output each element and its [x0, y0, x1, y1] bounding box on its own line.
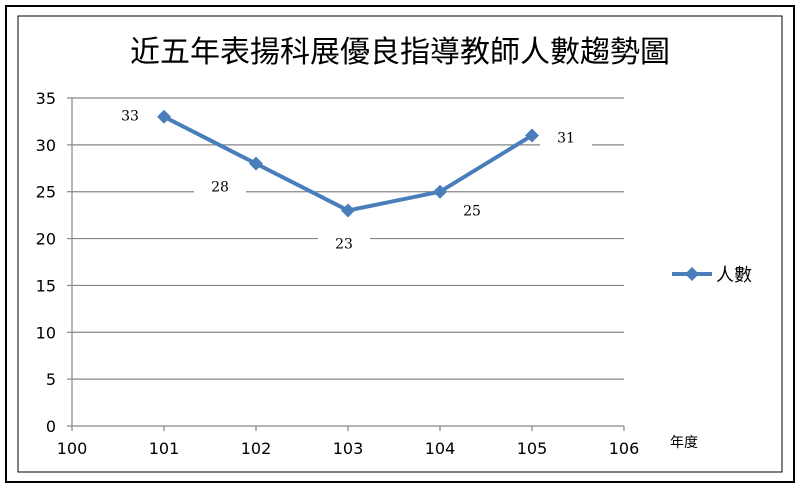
data-point-103 — [341, 203, 355, 218]
x-tick-label-105: 105 — [517, 439, 548, 458]
data-point-104 — [433, 184, 447, 199]
x-tick-label-106: 106 — [609, 439, 640, 458]
legend: 人數 — [672, 265, 752, 286]
data-label-104: 25 — [463, 204, 481, 220]
x-tick-label-101: 101 — [149, 439, 180, 458]
x-tick-label-100: 100 — [57, 439, 88, 458]
legend-entry-人數: 人數 — [716, 265, 752, 286]
data-point-101 — [157, 109, 171, 124]
series — [157, 109, 539, 218]
y-tick-label-30: 30 — [36, 136, 56, 155]
data-label-bg-104 — [446, 198, 498, 221]
data-label-bg-105 — [540, 125, 592, 148]
data-label-bg-102 — [194, 174, 246, 197]
grid-lines — [72, 97, 624, 380]
data-label-103: 23 — [335, 236, 353, 252]
y-tick-label-25: 25 — [36, 183, 56, 202]
tick-labels: 0 5 10 15 20 25 30 35 100 101 102 103 104 105 106 — [36, 89, 640, 458]
data-label-bg-103 — [318, 231, 370, 254]
x-axis-label: 年度 — [670, 435, 698, 451]
y-tick-label-10: 10 — [36, 323, 56, 342]
axes — [67, 97, 625, 431]
data-label-bg-101 — [104, 103, 156, 126]
x-tick-label-104: 104 — [425, 439, 456, 458]
data-labels: 33 28 23 25 31 — [104, 103, 592, 254]
chart-title: 近五年表揚科展優良指導教師人數趨勢圖 — [130, 35, 670, 70]
data-label-102: 28 — [211, 180, 229, 196]
data-label-101: 33 — [121, 109, 139, 125]
chart-area-frame — [17, 15, 783, 473]
x-tick-label-102: 102 — [241, 439, 272, 458]
x-tick-label-103: 103 — [333, 439, 364, 458]
data-point-105 — [525, 128, 539, 143]
data-point-102 — [249, 156, 263, 171]
y-tick-label-0: 0 — [46, 417, 56, 436]
legend-swatch-marker — [685, 267, 699, 281]
y-tick-label-5: 5 — [46, 370, 56, 389]
y-tick-label-20: 20 — [36, 230, 56, 249]
y-tick-label-35: 35 — [36, 89, 56, 108]
data-label-105: 31 — [557, 130, 575, 146]
y-tick-label-15: 15 — [36, 276, 56, 295]
